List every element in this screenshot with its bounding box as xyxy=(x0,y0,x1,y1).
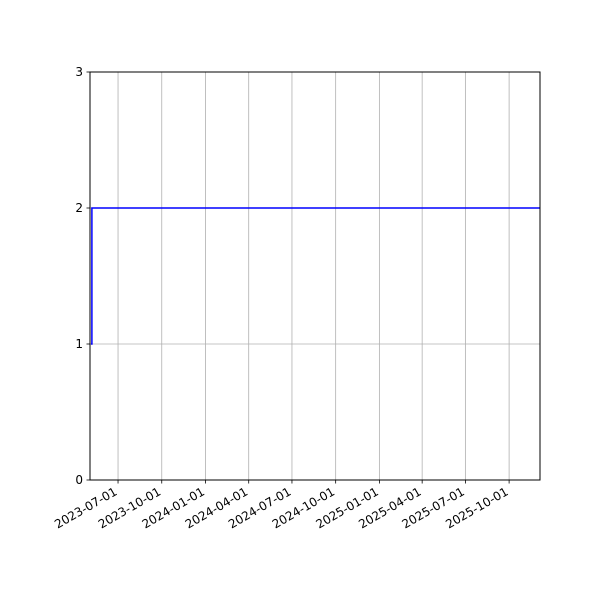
plot-frame xyxy=(89,71,541,481)
grid xyxy=(90,71,540,481)
x-axis: 2023-07-012023-10-012024-01-012024-04-01… xyxy=(52,480,511,531)
y-tick-label: 3 xyxy=(75,65,83,79)
y-tick-label: 0 xyxy=(75,473,83,487)
y-tick-label: 2 xyxy=(75,201,83,215)
series-layer xyxy=(90,207,540,345)
y-tick-label: 1 xyxy=(75,337,83,351)
y-axis: 0 1 2 3 xyxy=(75,65,90,487)
series-line xyxy=(90,207,540,345)
